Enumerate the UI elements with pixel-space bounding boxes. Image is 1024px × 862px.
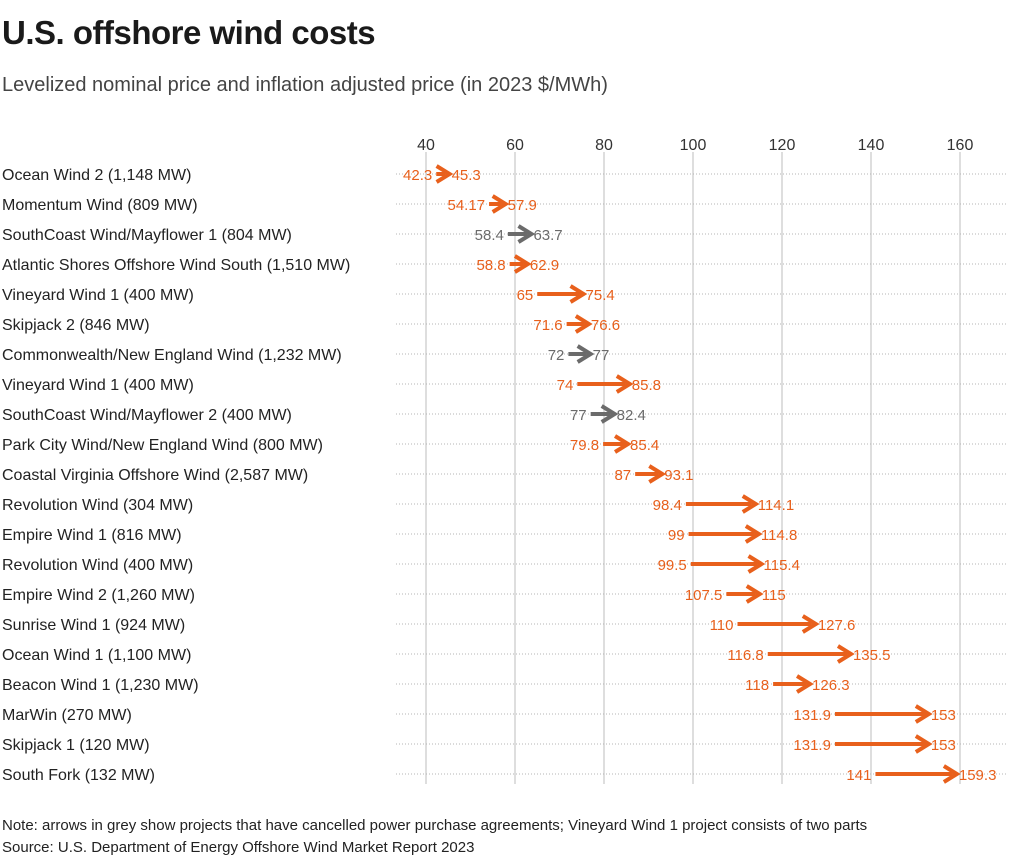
end-value-label: 93.1	[664, 467, 693, 484]
arrow-head	[795, 674, 814, 694]
arrow-head	[914, 734, 933, 754]
arrow-head	[569, 284, 588, 304]
row-label: Skipjack 1 (120 MW)	[2, 737, 150, 754]
end-value-label: 85.8	[632, 377, 661, 394]
start-value-label: 118	[745, 677, 769, 694]
row-label: Revolution Wind (304 MW)	[2, 497, 193, 514]
start-value-label: 87	[614, 467, 631, 484]
row-label: Commonwealth/New England Wind (1,232 MW)	[2, 347, 342, 364]
chart-source: Source: U.S. Department of Energy Offsho…	[2, 839, 475, 856]
row-label: South Fork (132 MW)	[2, 767, 155, 784]
start-value-label: 58.4	[475, 227, 504, 244]
end-value-label: 127.6	[818, 617, 856, 634]
row-label: Ocean Wind 2 (1,148 MW)	[2, 167, 191, 184]
start-value-label: 65	[517, 287, 534, 304]
arrow-head	[914, 704, 933, 724]
end-value-label: 63.7	[533, 227, 562, 244]
start-value-label: 131.9	[793, 707, 831, 724]
arrow-head	[747, 554, 766, 574]
end-value-label: 75.4	[586, 287, 615, 304]
end-value-label: 57.9	[508, 197, 537, 214]
row-label: Sunrise Wind 1 (924 MW)	[2, 617, 185, 634]
start-value-label: 77	[570, 407, 587, 424]
start-value-label: 79.8	[570, 437, 599, 454]
row-label: Atlantic Shores Offshore Wind South (1,5…	[2, 257, 350, 274]
x-tick-label: 160	[947, 137, 974, 154]
end-value-label: 114.8	[761, 527, 797, 544]
end-value-label: 114.1	[758, 497, 794, 514]
start-value-label: 54.17	[448, 197, 486, 214]
x-tick-label: 60	[506, 137, 524, 154]
arrow-chart: 40 60 80 100 120 140 160 Ocean Wind 2 (1,148 MW…	[2, 137, 1008, 784]
row-label: Coastal Virginia Offshore Wind (2,587 MW…	[2, 467, 308, 484]
row-label: SouthCoast Wind/Mayflower 2 (400 MW)	[2, 407, 292, 424]
start-value-label: 72	[548, 347, 565, 364]
arrow-head	[942, 764, 961, 784]
start-value-label: 98.4	[653, 497, 682, 514]
row-label: Empire Wind 2 (1,260 MW)	[2, 587, 195, 604]
arrow-head	[615, 374, 634, 394]
x-tick-label: 80	[595, 137, 613, 154]
arrow-head	[741, 494, 760, 514]
row-label: Vineyard Wind 1 (400 MW)	[2, 287, 194, 304]
chart-title: U.S. offshore wind costs	[2, 14, 376, 51]
end-value-label: 159.3	[959, 767, 997, 784]
row-label: Beacon Wind 1 (1,230 MW)	[2, 677, 199, 694]
row-label: Park City Wind/New England Wind (800 MW)	[2, 437, 323, 454]
end-value-label: 45.3	[452, 167, 481, 184]
arrow-head	[491, 194, 510, 214]
row-label: Momentum Wind (809 MW)	[2, 197, 198, 214]
end-value-label: 77	[593, 347, 610, 364]
row-label: Empire Wind 1 (816 MW)	[2, 527, 182, 544]
start-value-label: 42.3	[403, 167, 432, 184]
end-value-label: 85.4	[630, 437, 659, 454]
end-value-label: 82.4	[617, 407, 646, 424]
x-tick-label: 120	[769, 137, 796, 154]
start-value-label: 99.5	[658, 557, 687, 574]
start-value-label: 74	[557, 377, 574, 394]
end-value-label: 115	[762, 587, 786, 604]
row-label: Skipjack 2 (846 MW)	[2, 317, 150, 334]
start-value-label: 131.9	[793, 737, 831, 754]
end-value-label: 76.6	[591, 317, 620, 334]
start-value-label: 141	[846, 767, 871, 784]
arrow-head	[517, 224, 536, 244]
start-value-label: 71.6	[533, 317, 562, 334]
start-value-label: 58.8	[476, 257, 505, 274]
arrow-head	[435, 164, 454, 184]
x-tick-label: 40	[417, 137, 435, 154]
arrow-head	[513, 254, 532, 274]
end-value-label: 153	[931, 707, 956, 724]
arrow-head	[576, 344, 595, 364]
row-label: Vineyard Wind 1 (400 MW)	[2, 377, 194, 394]
row-label: Revolution Wind (400 MW)	[2, 557, 193, 574]
end-value-label: 62.9	[530, 257, 559, 274]
arrow-head	[836, 644, 855, 664]
start-value-label: 107.5	[685, 587, 723, 604]
arrow-head	[600, 404, 619, 424]
x-tick-label: 140	[858, 137, 885, 154]
arrow-head	[745, 584, 764, 604]
row-label: SouthCoast Wind/Mayflower 1 (804 MW)	[2, 227, 292, 244]
end-value-label: 126.3	[812, 677, 850, 694]
row-label: MarWin (270 MW)	[2, 707, 132, 724]
chart-subtitle: Levelized nominal price and inflation ad…	[2, 74, 608, 96]
chart-note: Note: arrows in grey show projects that …	[2, 817, 868, 834]
arrow-head	[801, 614, 820, 634]
arrow-head	[648, 464, 667, 484]
end-value-label: 135.5	[853, 647, 891, 664]
arrow-head	[574, 314, 593, 334]
start-value-label: 116.8	[727, 647, 763, 664]
x-tick-label: 100	[680, 137, 707, 154]
end-value-label: 153	[931, 737, 956, 754]
arrow-head	[744, 524, 763, 544]
end-value-label: 115.4	[764, 557, 800, 574]
start-value-label: 99	[668, 527, 685, 544]
row-label: Ocean Wind 1 (1,100 MW)	[2, 647, 191, 664]
start-value-label: 110	[710, 617, 734, 634]
arrow-head	[613, 434, 632, 454]
